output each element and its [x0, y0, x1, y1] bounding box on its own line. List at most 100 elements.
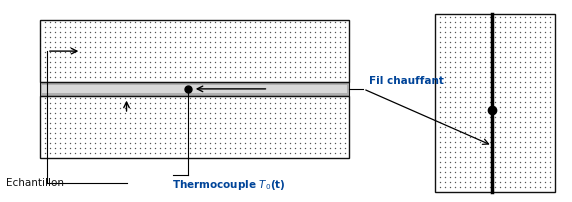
Point: [220, 50, 229, 54]
Point: [176, 20, 185, 24]
Point: [490, 185, 499, 188]
Point: [495, 155, 505, 159]
Point: [190, 60, 200, 64]
Point: [130, 50, 140, 54]
Point: [535, 125, 545, 128]
Point: [540, 165, 549, 168]
Point: [176, 70, 185, 74]
Point: [535, 95, 545, 99]
Point: [470, 60, 479, 63]
Point: [535, 130, 545, 134]
Point: [216, 141, 225, 144]
Point: [70, 146, 80, 149]
Point: [110, 50, 120, 54]
Point: [515, 65, 525, 68]
Point: [200, 116, 209, 119]
Point: [296, 50, 305, 54]
Point: [61, 126, 70, 129]
Point: [205, 151, 214, 154]
Point: [265, 116, 275, 119]
Point: [45, 136, 54, 139]
Point: [311, 121, 320, 124]
Point: [470, 110, 479, 114]
Point: [316, 151, 325, 154]
Point: [440, 85, 449, 88]
Point: [495, 170, 505, 174]
Point: [176, 50, 185, 54]
Point: [110, 45, 120, 49]
Point: [450, 170, 459, 174]
Point: [150, 55, 160, 59]
Point: [505, 80, 514, 83]
Point: [271, 101, 280, 104]
Point: [210, 40, 220, 44]
Point: [240, 65, 249, 69]
Point: [515, 175, 525, 179]
Point: [285, 101, 295, 104]
Point: [141, 70, 150, 74]
Point: [70, 106, 80, 109]
Point: [320, 30, 329, 34]
Point: [340, 96, 349, 99]
Point: [445, 100, 454, 103]
Point: [325, 126, 335, 129]
Point: [505, 160, 514, 163]
Point: [540, 170, 549, 174]
Point: [331, 40, 340, 44]
Point: [331, 35, 340, 39]
Point: [130, 20, 140, 24]
Point: [55, 30, 65, 34]
Point: [251, 151, 260, 154]
Point: [105, 60, 114, 64]
Point: [96, 151, 105, 154]
Point: [525, 60, 534, 63]
Point: [445, 180, 454, 183]
Point: [220, 75, 229, 79]
Point: [165, 25, 174, 29]
Point: [276, 70, 285, 74]
Point: [165, 30, 174, 34]
Point: [450, 150, 459, 154]
Point: [450, 115, 459, 119]
Point: [450, 45, 459, 48]
Point: [320, 141, 329, 144]
Point: [440, 105, 449, 108]
Point: [276, 101, 285, 104]
Point: [460, 40, 469, 43]
Point: [525, 40, 534, 43]
Point: [105, 151, 114, 154]
Point: [285, 65, 295, 69]
Point: [490, 60, 499, 63]
Point: [76, 116, 85, 119]
Point: [81, 96, 90, 99]
Point: [231, 45, 240, 49]
Point: [515, 75, 525, 79]
Point: [335, 101, 344, 104]
Point: [485, 120, 494, 123]
Point: [271, 30, 280, 34]
Point: [291, 55, 300, 59]
Point: [41, 60, 50, 64]
Point: [470, 65, 479, 68]
Point: [311, 55, 320, 59]
Point: [515, 15, 525, 19]
Point: [236, 101, 245, 104]
Point: [440, 185, 449, 188]
Point: [65, 131, 74, 134]
Point: [340, 40, 349, 44]
Point: [480, 125, 489, 128]
Point: [475, 60, 484, 63]
Point: [545, 115, 554, 119]
Point: [105, 96, 114, 99]
Point: [116, 60, 125, 64]
Point: [265, 141, 275, 144]
Point: [525, 15, 534, 19]
Point: [105, 101, 114, 104]
Point: [485, 95, 494, 99]
Point: [530, 120, 539, 123]
Point: [180, 151, 189, 154]
Point: [296, 141, 305, 144]
Point: [490, 35, 499, 39]
Point: [200, 65, 209, 69]
Point: [316, 50, 325, 54]
